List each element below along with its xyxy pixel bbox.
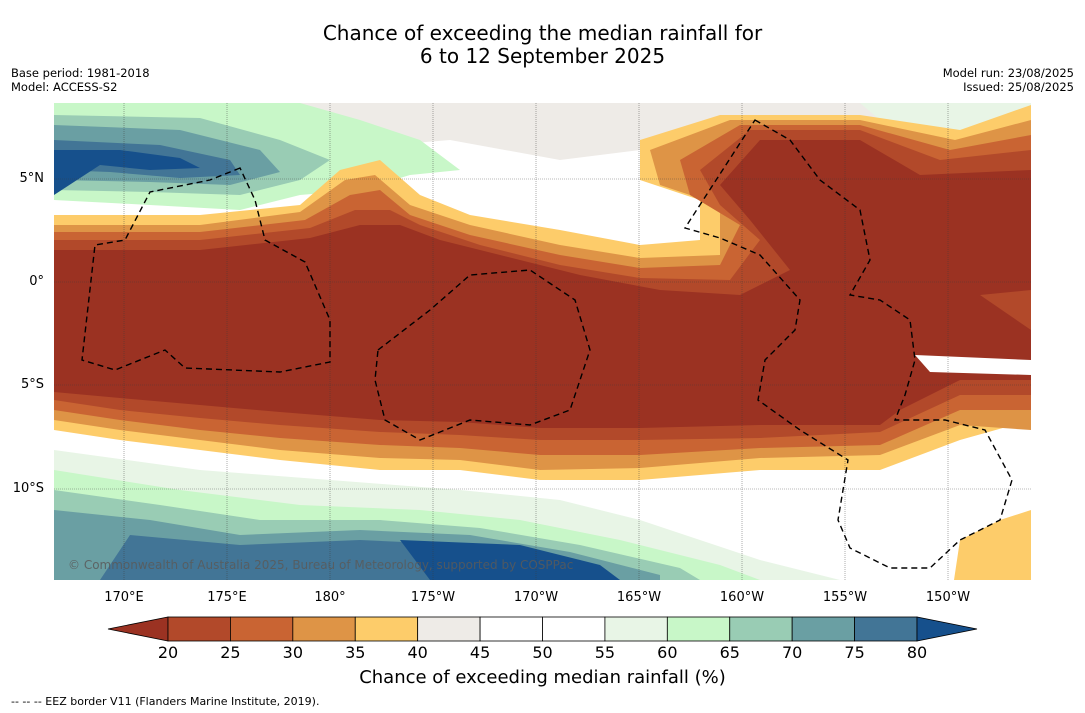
title-line-2: 6 to 12 September 2025 (419, 44, 666, 68)
lon-label-180: 180° (314, 590, 346, 605)
lon-label-165w: 165°W (616, 590, 662, 605)
colorbar-tick-label: 45 (469, 643, 491, 662)
colorbar-tick-label: 25 (220, 643, 241, 662)
band-south-darkblue (400, 540, 620, 580)
pocket-white (915, 355, 1031, 375)
colorbar-tick-label: 30 (282, 643, 303, 662)
colorbar-tick-label: 40 (407, 643, 428, 662)
eez-borders (81, 119, 1013, 569)
lon-label-150w: 150°W (925, 590, 971, 605)
copyright-text: © Commonwealth of Australia 2025, Bureau… (68, 558, 574, 572)
colorbar-swatch (417, 616, 481, 642)
colorbar-swatch (354, 616, 419, 642)
base-period: Base period: 1981-2018 (11, 66, 150, 80)
colorbar-tick-label: 80 (906, 643, 928, 662)
map-field (54, 103, 1031, 580)
lon-label-170w: 170°W (513, 590, 559, 605)
lon-label-175w: 175°W (410, 590, 456, 605)
title-line-1: Chance of exceeding the median rainfall … (322, 21, 763, 45)
map-title: Chance of exceeding the median rainfall … (0, 22, 1085, 68)
colorbar-tick-label: 50 (532, 643, 553, 662)
colorbar (107, 616, 978, 642)
colorbar-swatch (854, 616, 918, 642)
lon-label-170e: 170°E (104, 590, 144, 605)
colorbar-tick-label: 20 (157, 643, 179, 662)
band-20 (54, 140, 1031, 428)
meta-right: Model run: 23/08/2025 Issued: 25/08/2025 (943, 66, 1074, 94)
lat-label-5s: 5°S (20, 377, 44, 392)
graticule (54, 103, 1031, 580)
colorbar-tick-label: 70 (781, 643, 803, 662)
model-run: Model run: 23/08/2025 (942, 66, 1074, 80)
colorbar-arrow-high (916, 616, 978, 642)
colorbar-swatch (479, 616, 543, 642)
band-north-darkblue (54, 150, 200, 195)
colorbar-title: Chance of exceeding median rainfall (%) (359, 667, 726, 688)
colorbar-swatch (292, 616, 356, 642)
colorbar-swatch (604, 616, 668, 642)
colorbar-swatch (167, 616, 231, 642)
lat-label-5n: 5°N (19, 171, 45, 186)
meta-left: Base period: 1981-2018 Model: ACCESS-S2 (11, 66, 150, 94)
colorbar-swatch (729, 616, 793, 642)
lat-label-10s: 10°S (12, 481, 44, 496)
colorbar-tick-label: 55 (594, 643, 616, 662)
colorbar-swatch (542, 616, 606, 642)
colorbar-swatch (791, 616, 855, 642)
colorbar-tick-label: 60 (657, 643, 678, 662)
model-name: Model: ACCESS-S2 (11, 80, 118, 94)
colorbar-swatch (230, 616, 294, 642)
colorbar-tick-label: 35 (345, 643, 366, 662)
lon-label-160w: 160°W (719, 590, 765, 605)
colorbar-tick-label: 75 (844, 643, 865, 662)
lon-label-155w: 155°W (822, 590, 868, 605)
issued-date: Issued: 25/08/2025 (963, 80, 1074, 94)
colorbar-swatch (666, 616, 731, 642)
lat-label-0: 0° (29, 274, 44, 289)
lon-label-175e: 175°E (207, 590, 247, 605)
colorbar-arrow-low (107, 616, 169, 642)
colorbar-tick-label: 65 (719, 643, 740, 662)
eez-footnote: -- -- -- EEZ border V11 (Flanders Marine… (11, 695, 320, 708)
